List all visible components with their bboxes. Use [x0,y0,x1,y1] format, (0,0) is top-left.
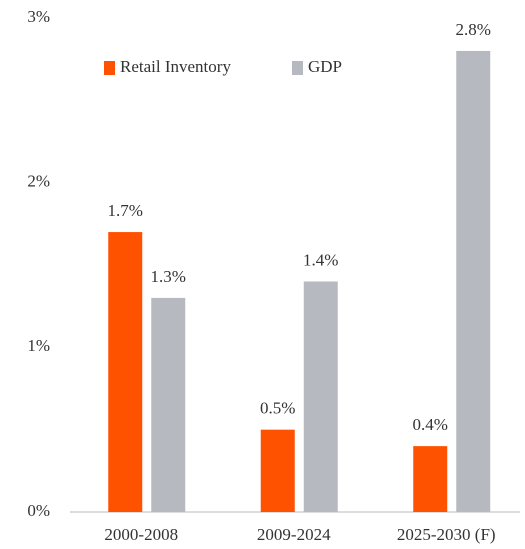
x-tick-label: 2025-2030 (F) [397,525,496,544]
legend-label: GDP [308,57,342,76]
bar [108,232,143,513]
y-tick-label: 2% [27,172,50,191]
value-label: 0.5% [260,399,295,418]
value-label: 1.4% [303,250,338,269]
legend-label: Retail Inventory [120,57,231,76]
x-tick-label: 2000-2008 [104,525,178,544]
value-label: 1.7% [108,201,143,220]
bar [456,50,491,512]
x-tick-label: 2009-2024 [257,525,331,544]
y-tick-label: 1% [27,336,50,355]
legend-swatch [104,61,115,75]
bar [303,281,338,512]
bar [413,446,448,512]
value-label: 2.8% [456,20,491,39]
y-tick-label: 0% [27,501,50,520]
value-label: 0.4% [413,415,448,434]
value-label: 1.3% [151,267,186,286]
y-tick-label: 3% [27,7,50,26]
legend-swatch [292,61,303,75]
bar [151,297,186,512]
bar [260,429,295,512]
